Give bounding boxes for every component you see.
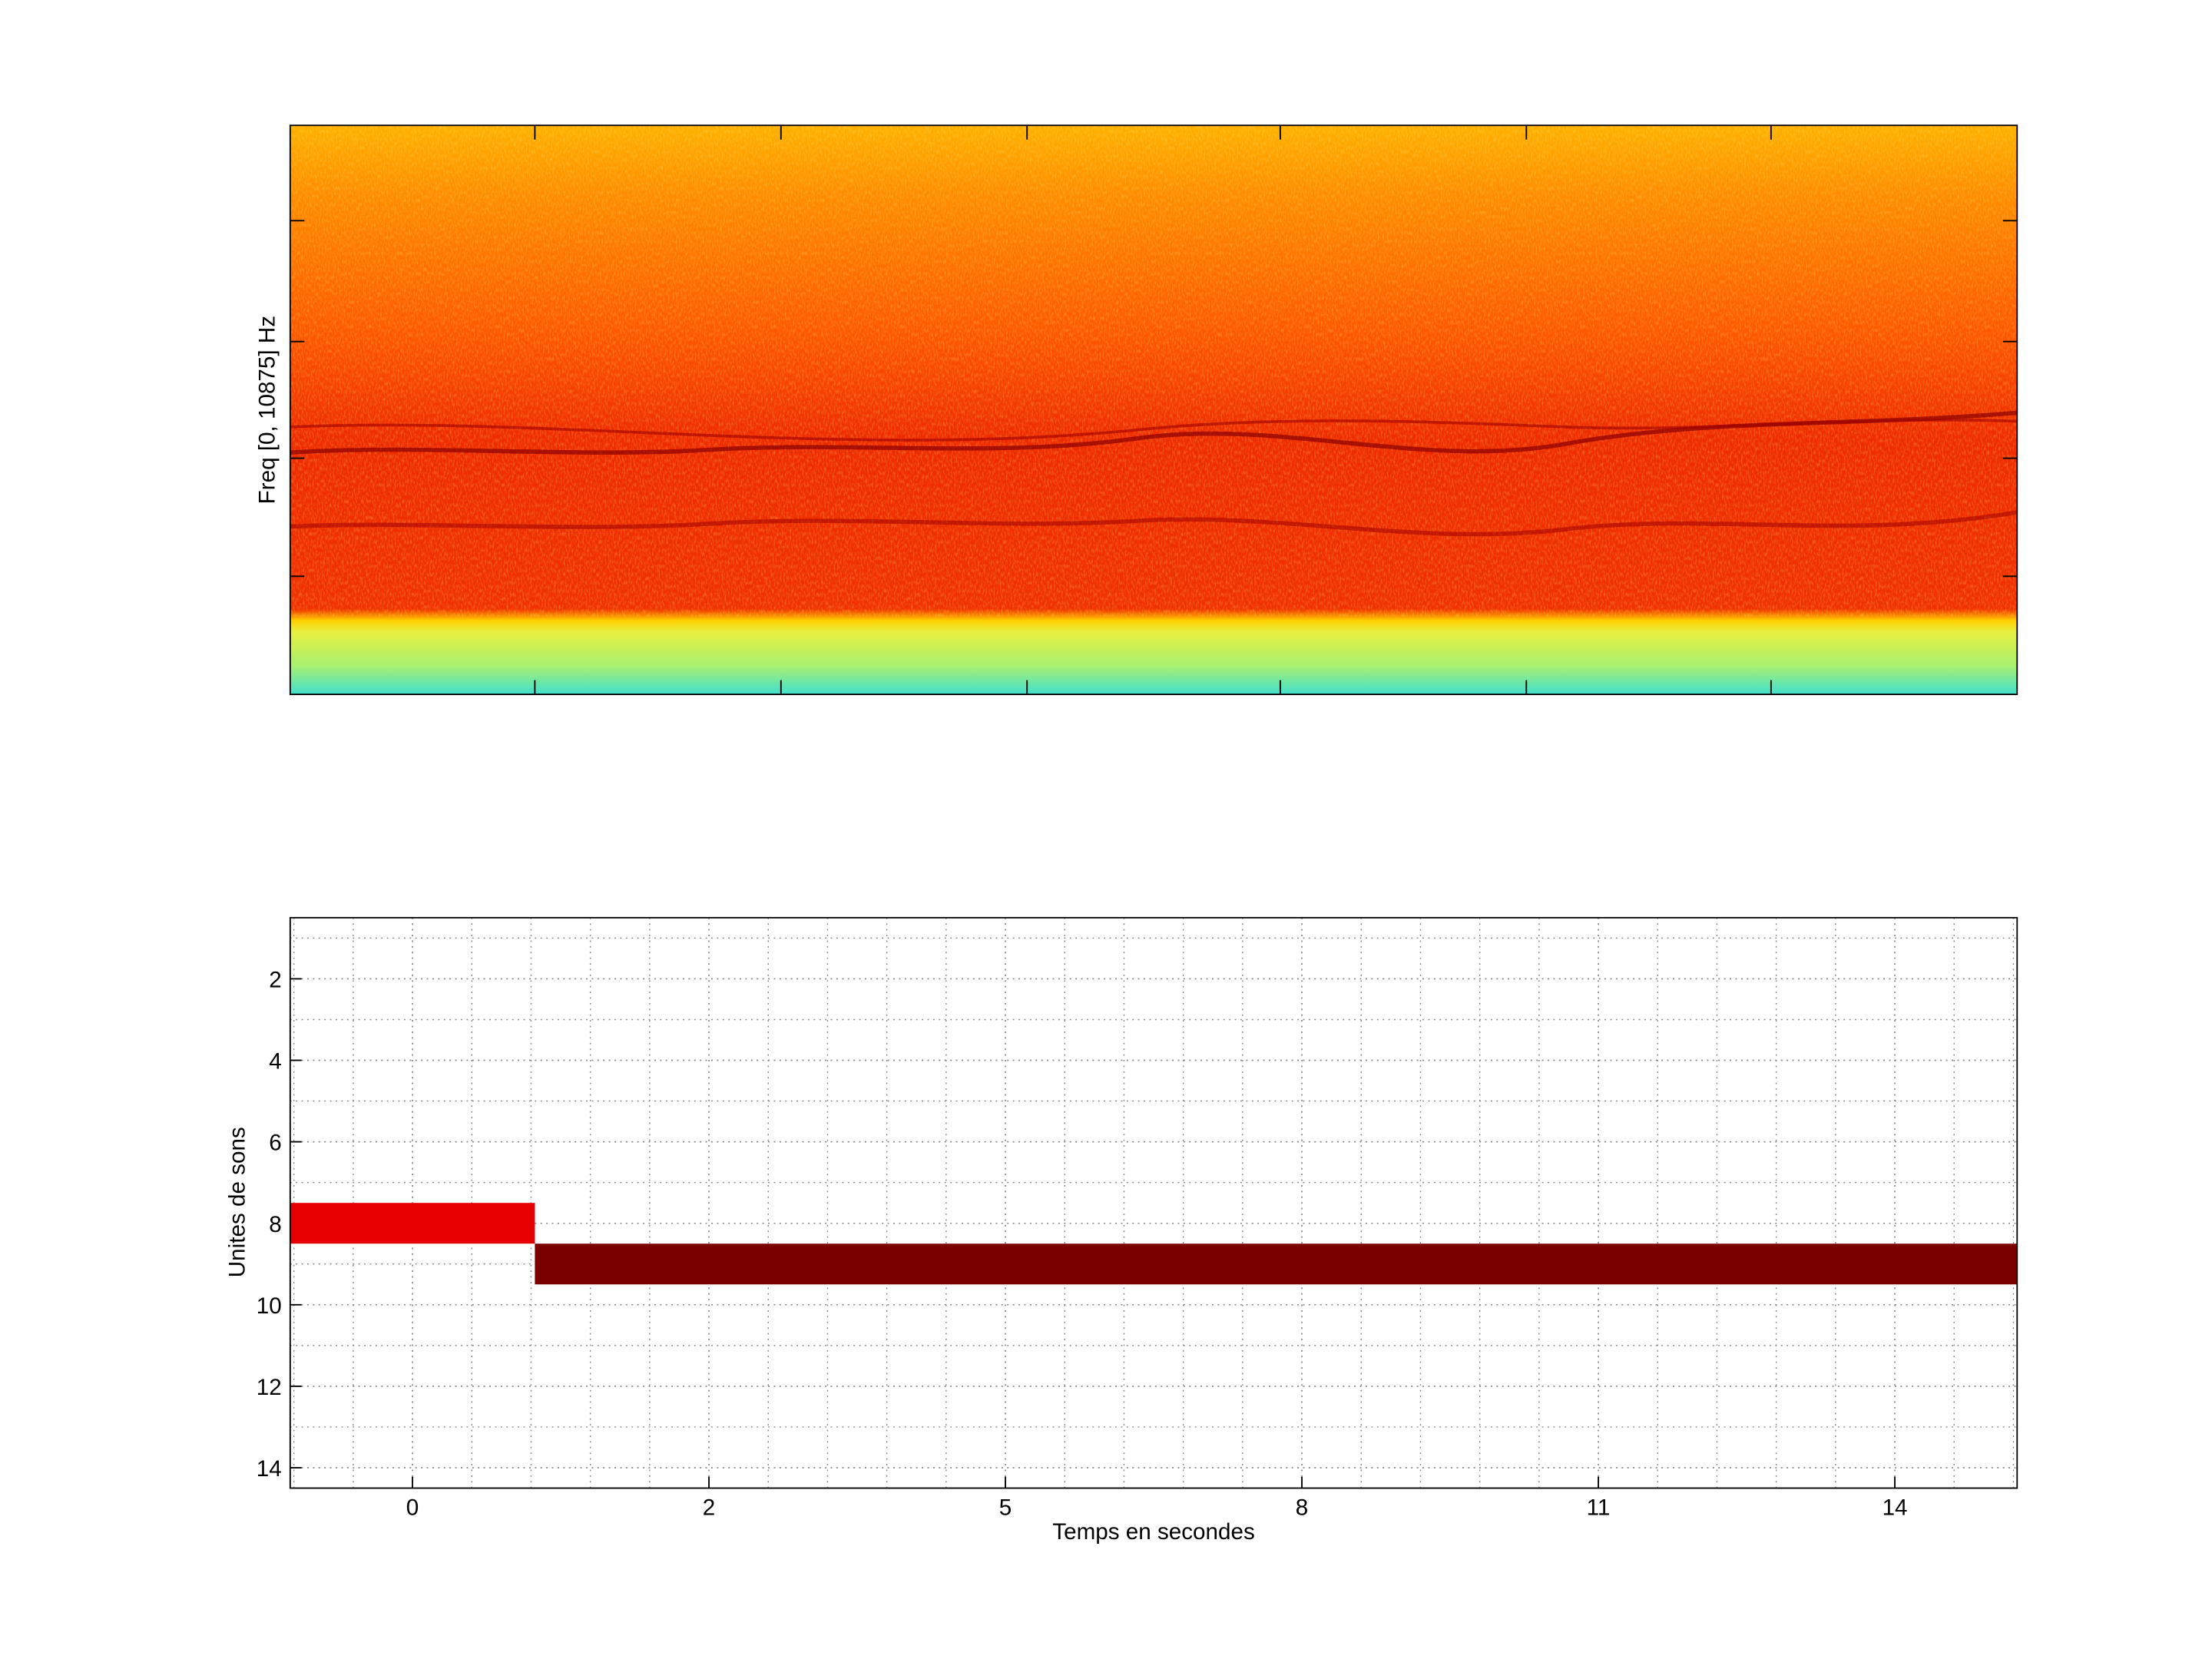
x-axis-label: Temps en secondes [1052, 1519, 1255, 1545]
spectrogram-band [290, 510, 2018, 537]
x-tick-label: 0 [406, 1495, 419, 1521]
y-tick-label: 8 [269, 1212, 281, 1237]
axes-box [289, 916, 2018, 1489]
y-axis-label: Freq [0, 10875] Hz [254, 316, 280, 504]
axes-box [289, 124, 2018, 695]
x-tick-label: 14 [1883, 1495, 1908, 1521]
plots: Freq [0, 10875] Hz 0 2 5 8 11 14 2 4 6 8 10 12 14 Temp… [225, 316, 2018, 1545]
y-tick-label: 14 [257, 1456, 282, 1482]
x-tick-label: 5 [999, 1495, 1012, 1521]
y-tick-label: 12 [257, 1375, 282, 1400]
unit-segment [535, 1243, 2018, 1285]
y-tick-label: 6 [269, 1131, 281, 1156]
y-tick-label: 4 [269, 1049, 281, 1075]
x-tick-label: 8 [1296, 1495, 1308, 1521]
tick-marks [290, 125, 2018, 695]
spectrogram-panel [289, 124, 2018, 695]
spectrogram-band [290, 419, 2018, 442]
y-axis-label: Unites de sons [225, 1127, 250, 1277]
y-tick-label: 2 [269, 968, 281, 993]
unit-segment [290, 1203, 535, 1244]
x-tick-label: 11 [1587, 1495, 1611, 1521]
spectrogram-texture [290, 125, 2018, 617]
x-tick-label: 2 [703, 1495, 715, 1521]
y-tick-label: 10 [257, 1293, 282, 1319]
